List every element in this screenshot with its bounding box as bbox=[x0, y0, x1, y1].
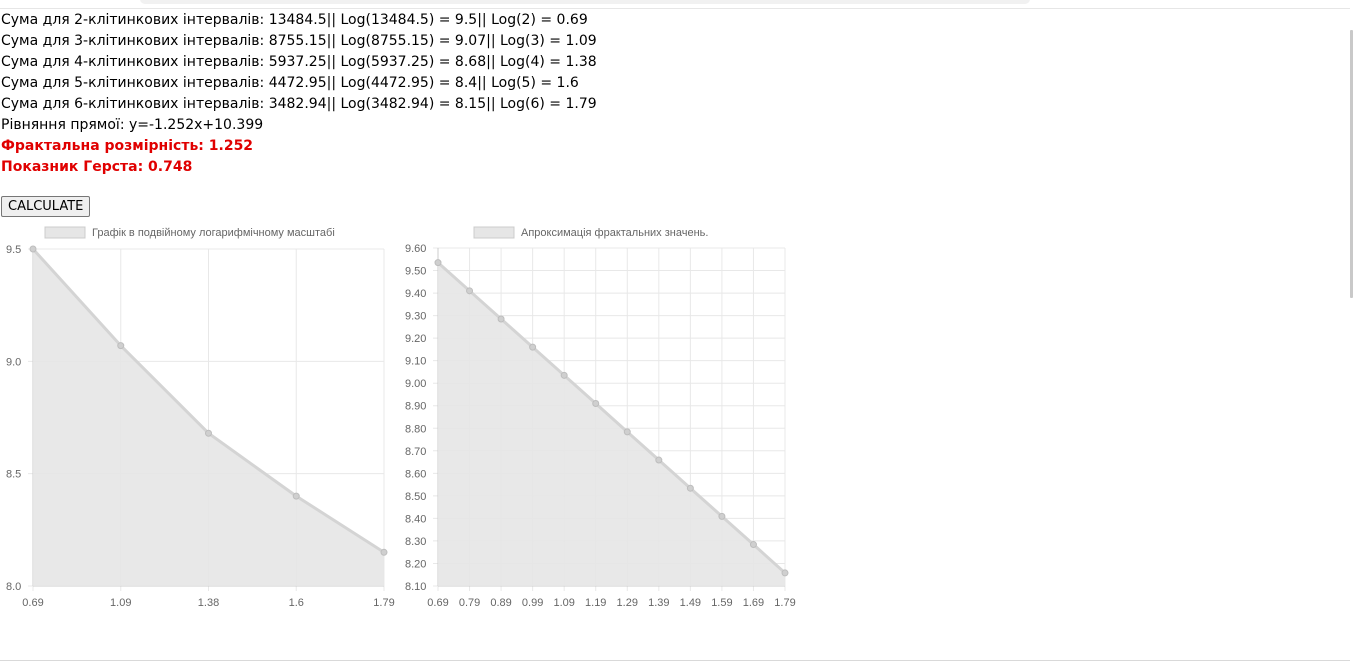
loglog-chart: Графік в подвійному логарифмічному масшт… bbox=[6, 226, 395, 609]
loglog-y-tick-label: 8.0 bbox=[6, 581, 21, 593]
approx-y-tick-label: 8.30 bbox=[405, 536, 426, 548]
results-text: Сума для 2-клітинкових інтервалів: 13484… bbox=[1, 10, 597, 178]
approx-y-tick-label: 9.00 bbox=[405, 378, 426, 390]
approx-data-point bbox=[623, 428, 631, 436]
approx-data-point bbox=[466, 287, 474, 295]
loglog-y-tick-label: 9.5 bbox=[6, 244, 21, 256]
approx-y-tick-label: 8.40 bbox=[405, 513, 426, 525]
loglog-x-tick-label: 1.79 bbox=[373, 597, 394, 609]
loglog-y-tick-label: 9.0 bbox=[6, 356, 21, 368]
approx-y-tick-label: 9.10 bbox=[405, 356, 426, 368]
approx-y-tick-label: 9.20 bbox=[405, 333, 426, 345]
approx-y-tick-label: 9.50 bbox=[405, 266, 426, 278]
approx-y-tick-label: 8.20 bbox=[405, 558, 426, 570]
approx-x-tick-label: 1.79 bbox=[774, 597, 795, 609]
approx-data-point bbox=[655, 456, 663, 464]
loglog-data-point bbox=[380, 548, 388, 556]
result-line-3: Сума для 3-клітинкових інтервалів: 8755.… bbox=[1, 33, 597, 49]
approx-y-tick-label: 8.50 bbox=[405, 491, 426, 503]
loglog-data-point bbox=[205, 429, 212, 437]
loglog-x-tick-label: 1.09 bbox=[110, 597, 131, 609]
approx-x-tick-label: 0.99 bbox=[522, 597, 543, 609]
loglog-legend-swatch bbox=[44, 226, 86, 239]
loglog-data-point bbox=[117, 342, 125, 350]
approx-x-tick-label: 0.89 bbox=[490, 597, 511, 609]
approx-x-tick-label: 0.79 bbox=[459, 597, 480, 609]
vertical-scrollbar[interactable] bbox=[1350, 8, 1354, 663]
approx-data-point bbox=[749, 541, 757, 549]
result-line-5: Сума для 5-клітинкових інтервалів: 4472.… bbox=[1, 75, 579, 91]
approx-legend-label: Апроксимація фрактальних значень. bbox=[521, 227, 708, 239]
loglog-x-tick-label: 0.69 bbox=[22, 597, 43, 609]
approx-data-point bbox=[592, 399, 600, 407]
approx-x-tick-label: 1.29 bbox=[617, 597, 638, 609]
approx-legend-swatch bbox=[473, 226, 515, 239]
approx-x-tick-label: 0.69 bbox=[427, 597, 448, 609]
loglog-y-tick-label: 8.5 bbox=[6, 469, 21, 481]
loglog-data-point bbox=[29, 245, 37, 253]
approx-x-tick-label: 1.49 bbox=[680, 597, 701, 609]
approx-x-tick-label: 1.09 bbox=[553, 597, 574, 609]
approx-series-line bbox=[437, 261, 787, 575]
approx-area-fill bbox=[438, 262, 785, 586]
approx-y-tick-label: 9.30 bbox=[405, 311, 426, 323]
loglog-x-tick-label: 1.6 bbox=[289, 597, 304, 609]
approx-data-point bbox=[718, 512, 726, 520]
approx-y-tick-label: 9.60 bbox=[405, 243, 426, 255]
approx-y-tick-label: 8.90 bbox=[405, 401, 426, 413]
approx-y-tick-label: 8.70 bbox=[405, 446, 426, 458]
approximation-chart: Апроксимація фрактальних значень. 9.60 9.5… bbox=[405, 226, 796, 609]
approx-x-tick-label: 1.69 bbox=[743, 597, 764, 609]
approx-y-tick-label: 8.10 bbox=[405, 581, 426, 593]
result-line-4: Сума для 4-клітинкових інтервалів: 5937.… bbox=[1, 54, 597, 70]
approx-data-point bbox=[686, 484, 694, 492]
fractal-dimension: Фрактальна розмірність: 1.252 bbox=[1, 138, 254, 154]
bottom-divider bbox=[0, 660, 1350, 661]
approx-y-tick-label: 8.80 bbox=[405, 423, 426, 435]
calculate-button[interactable]: CALCULATE bbox=[1, 196, 91, 217]
line-equation: Рівняння прямої: y=-1.252x+10.399 bbox=[1, 117, 264, 133]
result-line-6: Сума для 6-клітинкових інтервалів: 3482.… bbox=[1, 96, 597, 112]
approx-data-point bbox=[781, 569, 789, 577]
approx-y-tick-label: 9.40 bbox=[405, 288, 426, 300]
approx-x-tick-label: 1.59 bbox=[711, 597, 732, 609]
loglog-legend-label: Графік в подвійному логарифмічному масшт… bbox=[92, 227, 335, 239]
approx-data-point bbox=[434, 259, 442, 267]
loglog-area-fill bbox=[33, 249, 384, 586]
scrollbar-thumb[interactable] bbox=[1350, 30, 1353, 298]
approx-data-point bbox=[497, 315, 505, 323]
hurst-exponent: Показник Герста: 0.748 bbox=[1, 159, 193, 175]
approx-x-tick-label: 1.39 bbox=[648, 597, 669, 609]
loglog-data-point bbox=[292, 492, 300, 500]
approx-data-point bbox=[560, 371, 568, 379]
browser-top-strip bbox=[0, 0, 1354, 9]
browser-tab-edge bbox=[140, 0, 1030, 4]
approx-data-point bbox=[529, 343, 537, 351]
approx-x-tick-label: 1.19 bbox=[585, 597, 606, 609]
loglog-x-tick-label: 1.38 bbox=[198, 597, 219, 609]
result-line-2: Сума для 2-клітинкових інтервалів: 13484… bbox=[1, 12, 588, 28]
approx-y-tick-label: 8.60 bbox=[405, 468, 426, 480]
